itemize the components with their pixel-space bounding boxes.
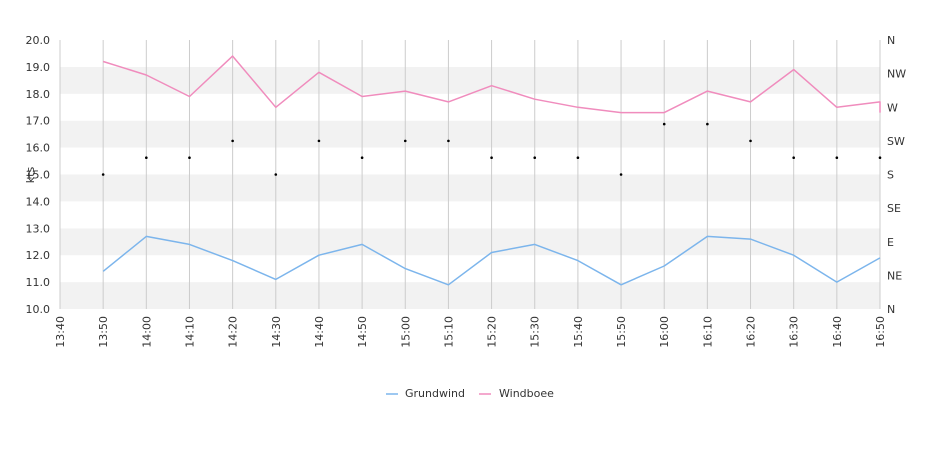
direction-tick-label: SE [887, 202, 901, 215]
y-tick-label: 10.0 [26, 303, 51, 316]
x-tick-label: 16:50 [874, 316, 887, 348]
plot-band [60, 40, 880, 67]
y-tick-label: 17.0 [26, 115, 51, 128]
x-tick-label: 15:10 [442, 316, 455, 348]
direction-tick-label: N [887, 34, 895, 47]
y-axis-right-direction: N NE E SE S SW W NW N [887, 34, 906, 316]
y-tick-label: 18.0 [26, 88, 51, 101]
y-axis-title: kts [24, 167, 37, 184]
y-tick-label: 13.0 [26, 222, 51, 235]
legend-label-windboee: Windboee [499, 387, 554, 400]
direction-point [490, 156, 493, 159]
plot-band [60, 93, 880, 121]
x-tick-label: 16:10 [701, 316, 714, 348]
x-tick-label: 14:30 [270, 316, 283, 348]
direction-point [619, 173, 623, 176]
direction-point [231, 139, 234, 143]
direction-tick-label: NE [887, 269, 902, 282]
y-tick-label: 12.0 [26, 249, 51, 262]
direction-tick-label: N [887, 303, 895, 316]
x-tick-label: 16:00 [658, 316, 671, 348]
x-tick-label: 14:20 [227, 316, 240, 348]
y-axis-left: 10.0 11.0 12.0 13.0 14.0 15.0 16.0 17.0 18.0 19.0… [26, 34, 51, 316]
direction-point [749, 139, 752, 143]
vertical-gridlines [59, 40, 881, 309]
plot-band [60, 174, 880, 202]
plot-band [60, 201, 880, 229]
direction-point [145, 156, 148, 159]
y-tick-label: 20.0 [26, 34, 51, 47]
plot-band [60, 120, 880, 148]
direction-point [706, 122, 709, 126]
x-tick-label: 14:10 [183, 316, 196, 348]
direction-point [835, 156, 839, 159]
x-tick-label: 15:30 [529, 316, 542, 348]
x-tick-label: 15:20 [486, 316, 499, 348]
y-tick-label: 15.0 [26, 169, 51, 182]
direction-point [878, 156, 882, 159]
x-tick-label: 13:50 [97, 316, 110, 348]
x-tick-label: 14:40 [313, 316, 326, 348]
x-tick-label: 14:00 [140, 316, 153, 348]
direction-tick-label: W [887, 101, 898, 114]
series-line-windboee[interactable] [102, 55, 881, 114]
series-line-grundwind[interactable] [102, 235, 881, 286]
x-tick-label: 15:50 [615, 316, 628, 348]
plot-band [60, 228, 880, 256]
y-tick-label: 14.0 [26, 195, 51, 208]
x-tick-label: 14:50 [356, 316, 369, 348]
direction-tick-label: S [887, 169, 894, 182]
direction-point [662, 122, 666, 126]
direction-point [360, 156, 364, 159]
direction-tick-label: SW [887, 135, 905, 148]
direction-point [533, 156, 537, 159]
direction-tick-label: E [887, 236, 894, 249]
legend-item-grundwind[interactable]: Grundwind [386, 387, 465, 400]
direction-tick-label: NW [887, 68, 906, 81]
x-tick-label: 16:20 [745, 316, 758, 348]
plot-bands [60, 40, 880, 309]
plot-band [60, 147, 880, 175]
x-tick-label: 15:40 [572, 316, 585, 348]
direction-point [101, 173, 105, 176]
y-tick-label: 11.0 [26, 276, 51, 289]
direction-point [188, 156, 191, 159]
legend-item-windboee[interactable]: Windboee [479, 387, 554, 400]
direction-point [576, 156, 580, 159]
x-tick-label: 13:40 [54, 316, 67, 348]
y-tick-label: 16.0 [26, 142, 51, 155]
direction-point [792, 156, 795, 159]
direction-point [447, 139, 450, 143]
x-tick-label: 15:00 [399, 316, 412, 348]
legend: Grundwind Windboee [386, 387, 554, 400]
series-layer [102, 55, 881, 286]
legend-label-grundwind: Grundwind [405, 387, 465, 400]
y-tick-label: 19.0 [26, 61, 51, 74]
direction-point [403, 139, 407, 143]
x-tick-label: 16:30 [788, 316, 801, 348]
direction-point [317, 139, 321, 143]
x-tick-label: 16:40 [831, 316, 844, 348]
direction-points [101, 122, 882, 176]
plot-band [60, 66, 880, 94]
x-axis: 13:40 13:50 14:00 14:10 14:20 14:30 14:40 14:50… [54, 316, 887, 348]
plot-band [60, 282, 880, 309]
direction-point [274, 173, 278, 176]
